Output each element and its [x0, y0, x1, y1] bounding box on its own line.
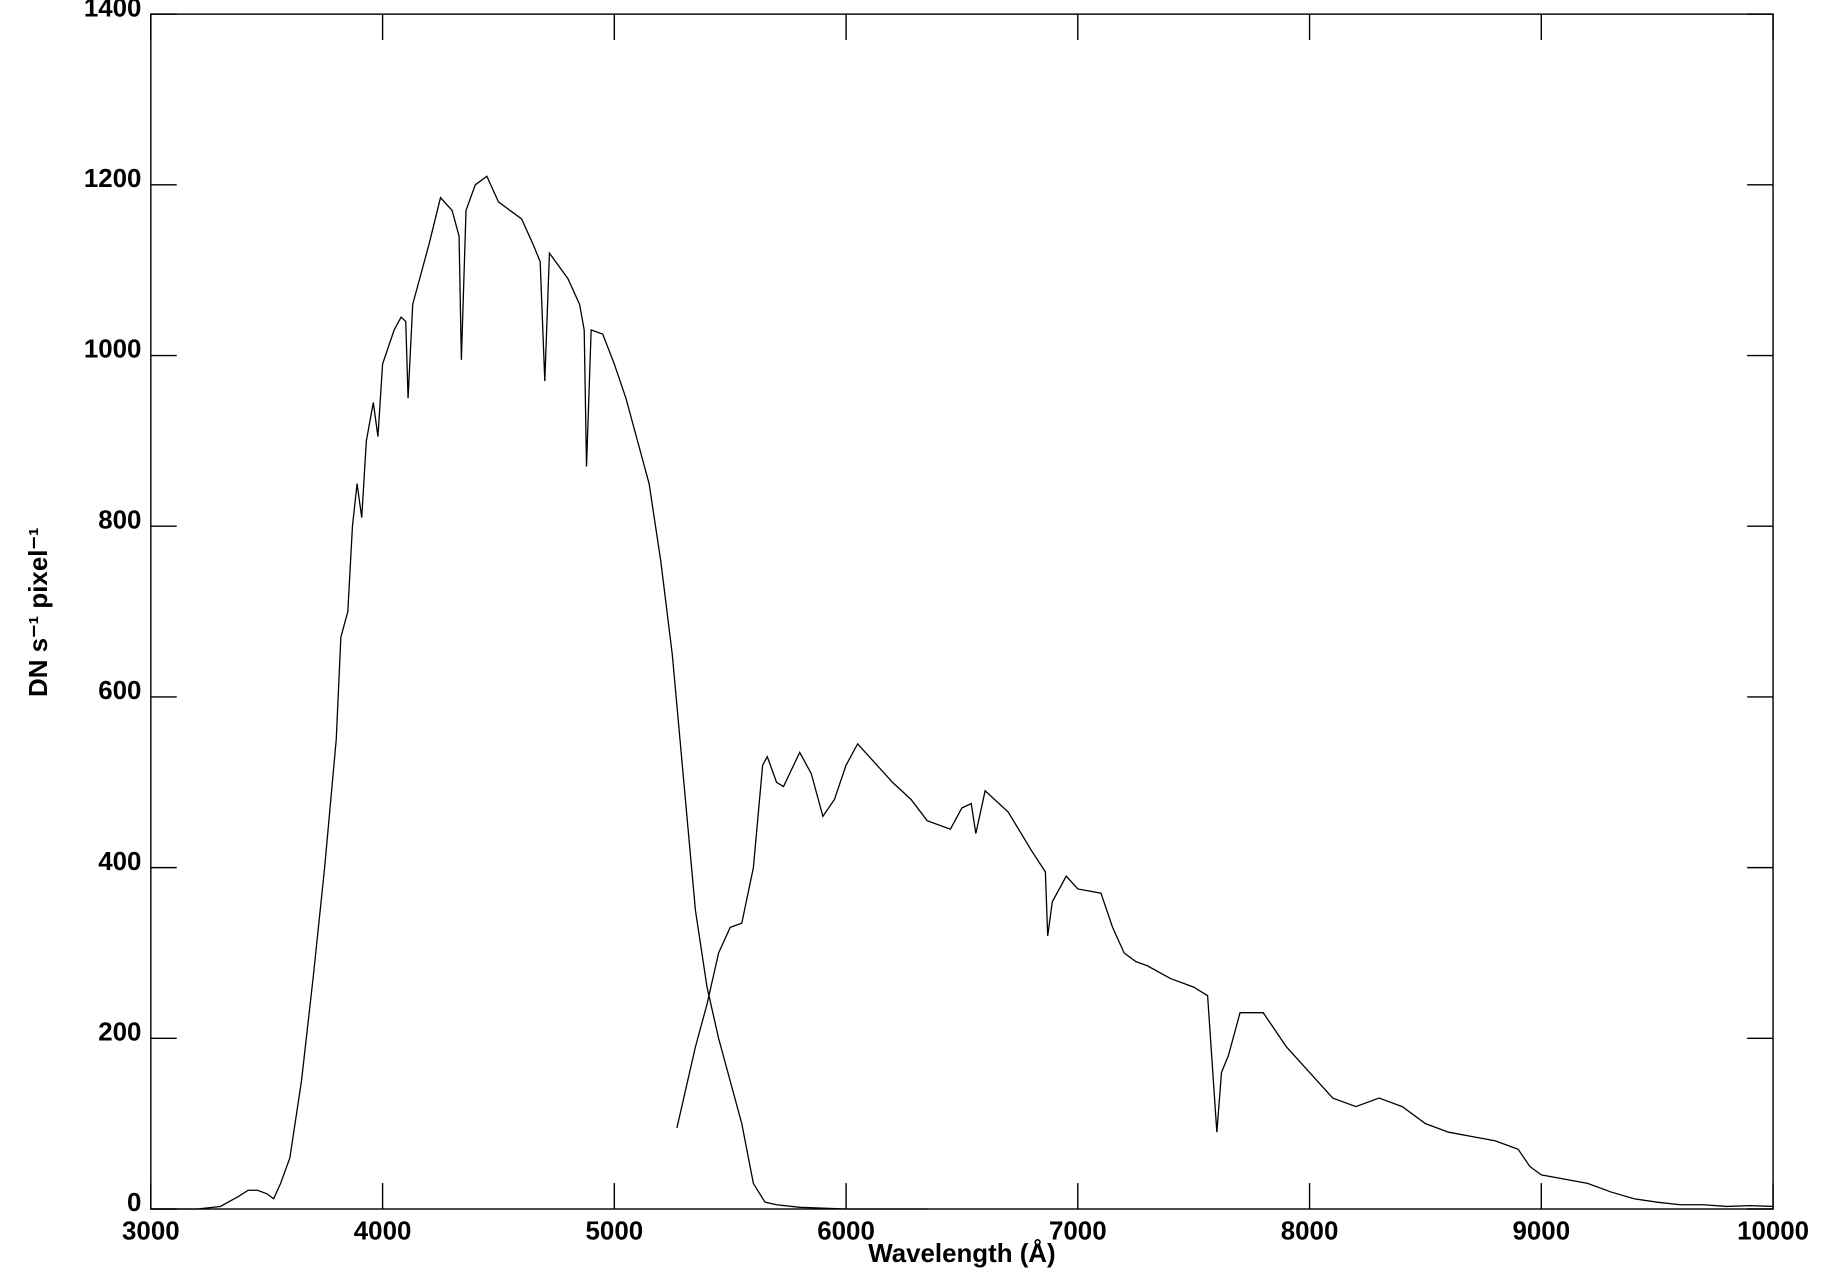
x-tick-label: 8000 [1281, 1217, 1339, 1245]
spectrum-line [150, 175, 928, 1210]
x-tick-label: 7000 [1049, 1217, 1107, 1245]
y-axis-label: DN s⁻¹ pixel⁻¹ [25, 527, 53, 697]
y-tick-label: 800 [98, 506, 141, 534]
x-tick-label: 9000 [1513, 1217, 1571, 1245]
y-tick-label: 400 [98, 848, 141, 876]
x-tick-label: 3000 [122, 1217, 180, 1245]
x-tick-label: 5000 [586, 1217, 644, 1245]
x-axis-label: Wavelength (Å) [868, 1239, 1055, 1268]
x-tick-label: 6000 [817, 1217, 875, 1245]
y-tick-label: 200 [98, 1018, 141, 1046]
y-tick-label: 1000 [84, 336, 142, 364]
y-tick-label: 1200 [84, 165, 142, 193]
spectrum-line [676, 742, 1774, 1208]
x-tick-label: 10000 [1737, 1217, 1809, 1245]
plot-frame [150, 13, 1774, 1210]
y-tick-label: 1400 [84, 0, 142, 22]
x-tick-label: 4000 [354, 1217, 412, 1245]
y-tick-label: 0 [127, 1189, 141, 1217]
y-tick-label: 600 [98, 677, 141, 705]
